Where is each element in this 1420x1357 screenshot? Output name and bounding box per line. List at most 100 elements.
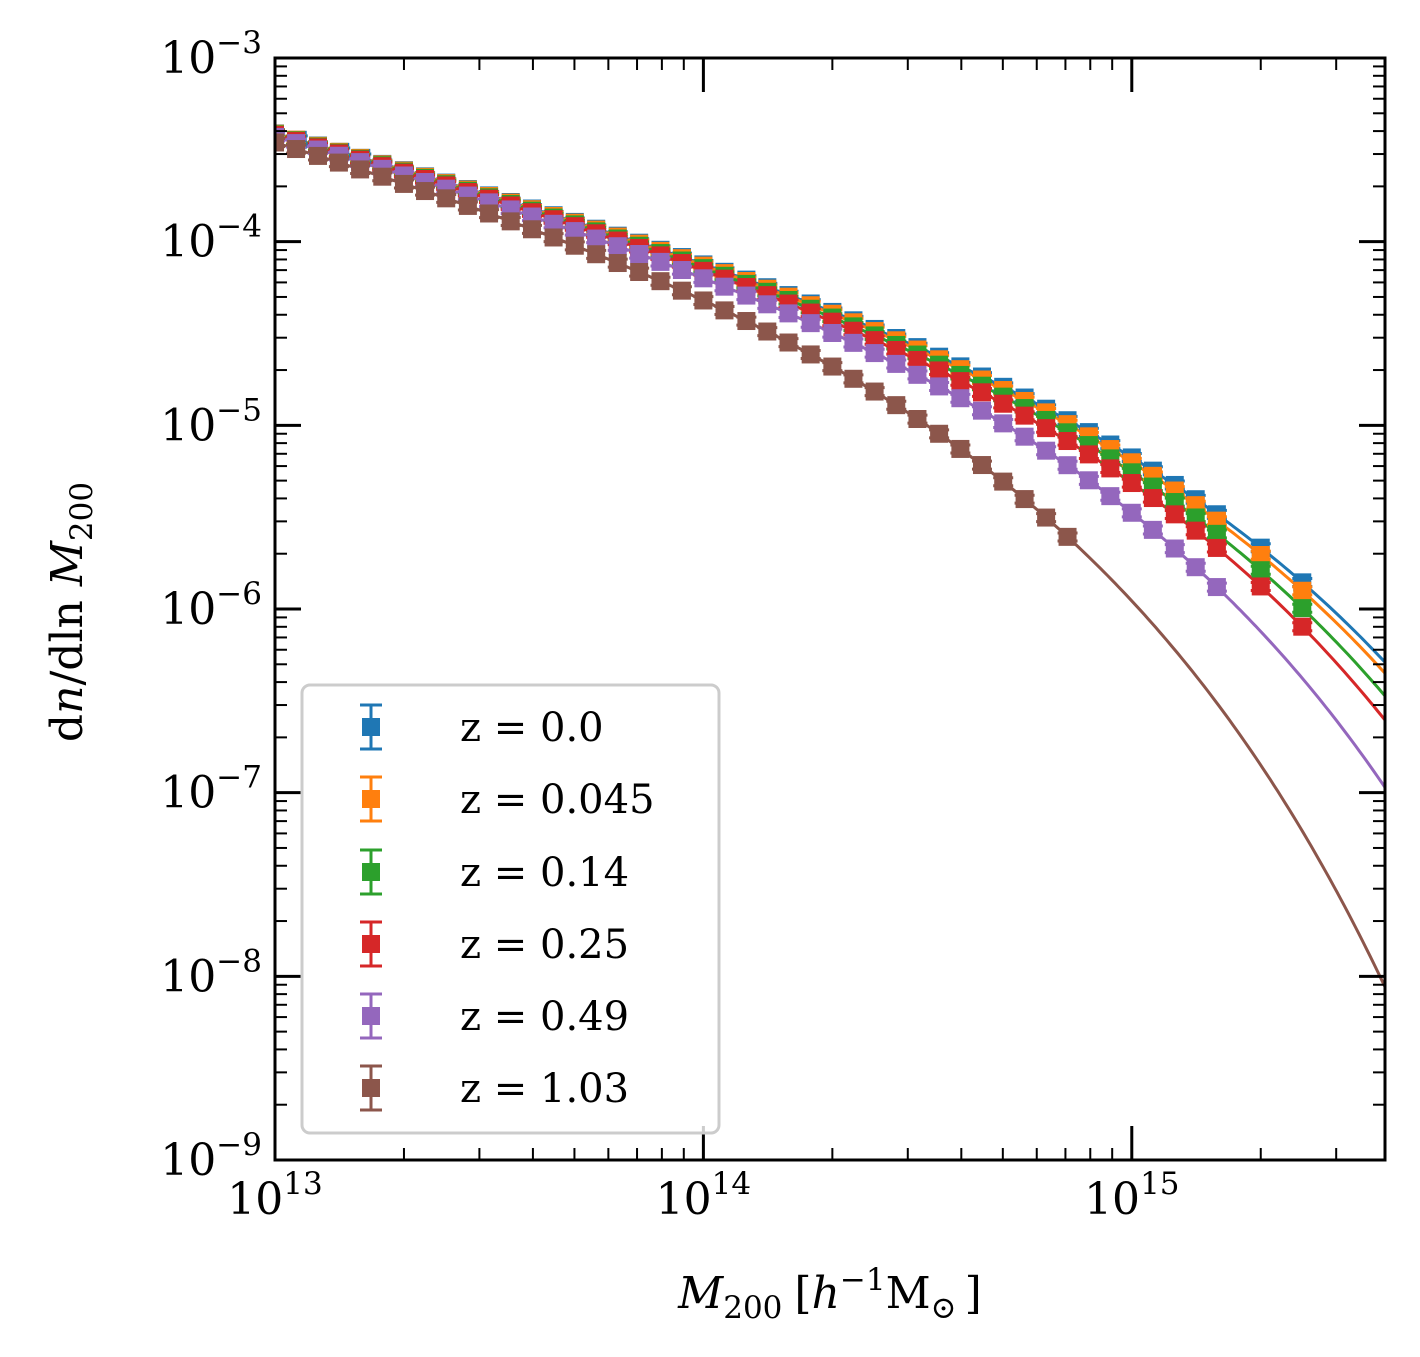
data-point bbox=[308, 146, 327, 165]
data-point bbox=[994, 414, 1013, 433]
data-point bbox=[287, 140, 306, 159]
x-tick-exp: 13 bbox=[283, 1166, 322, 1202]
y-tick-exp: −7 bbox=[216, 760, 262, 796]
data-point bbox=[887, 354, 906, 373]
legend-label: z = 1.03 bbox=[460, 1066, 629, 1112]
x-axis-title-msun: M bbox=[886, 1268, 931, 1319]
x-tick-label: 1013 bbox=[227, 1166, 322, 1225]
x-axis-title: M200 [h−1M⊙] bbox=[677, 1262, 982, 1326]
data-point bbox=[458, 196, 477, 215]
axis-ticks bbox=[273, 56, 1385, 1162]
data-point bbox=[480, 204, 499, 223]
y-tick-label: 10−8 bbox=[160, 943, 262, 1002]
data-point bbox=[608, 237, 627, 256]
data-point bbox=[544, 228, 563, 247]
data-point bbox=[844, 369, 863, 388]
data-point bbox=[908, 365, 927, 384]
legend-label: z = 0.0 bbox=[460, 705, 604, 751]
data-point bbox=[1101, 487, 1120, 506]
data-point bbox=[715, 301, 734, 320]
data-point bbox=[672, 281, 691, 300]
data-point bbox=[908, 409, 927, 428]
y-tick-base: 10 bbox=[160, 768, 216, 819]
x-tick-base: 10 bbox=[656, 1174, 712, 1225]
x-axis-title-h: h bbox=[812, 1268, 840, 1319]
y-tick-base: 10 bbox=[160, 400, 216, 451]
legend-label: z = 0.045 bbox=[460, 777, 655, 823]
data-point bbox=[522, 220, 541, 239]
data-point bbox=[651, 272, 670, 291]
y-axis-title-m: M bbox=[42, 540, 93, 587]
legend-marker bbox=[362, 1079, 380, 1097]
y-tick-base: 10 bbox=[160, 584, 216, 635]
data-point bbox=[951, 439, 970, 458]
data-point bbox=[951, 372, 970, 391]
data-point bbox=[887, 340, 906, 359]
data-point bbox=[1058, 432, 1077, 451]
data-point bbox=[1207, 578, 1226, 597]
data-point bbox=[930, 361, 949, 380]
legend-marker bbox=[362, 1007, 380, 1025]
x-axis-title-sun: ⊙ bbox=[931, 1290, 957, 1326]
data-point bbox=[651, 252, 670, 271]
x-tick-exp: 14 bbox=[712, 1166, 751, 1202]
data-point bbox=[630, 262, 649, 281]
legend-label: z = 0.14 bbox=[460, 850, 629, 896]
data-point bbox=[801, 314, 820, 333]
data-point bbox=[565, 222, 584, 241]
data-point bbox=[779, 304, 798, 323]
y-tick-label: 10−3 bbox=[160, 25, 262, 84]
data-point bbox=[416, 182, 435, 201]
x-tick-base: 10 bbox=[227, 1174, 283, 1225]
y-axis-title-d: d bbox=[42, 714, 93, 742]
data-point bbox=[1058, 527, 1077, 546]
y-tick-base: 10 bbox=[160, 1135, 216, 1186]
data-point bbox=[1186, 521, 1205, 540]
data-points bbox=[275, 124, 1313, 636]
data-point bbox=[1251, 545, 1270, 564]
x-tick-base: 10 bbox=[1084, 1174, 1140, 1225]
data-point bbox=[908, 350, 927, 369]
data-point bbox=[1015, 490, 1034, 509]
data-point bbox=[1015, 406, 1034, 425]
x-axis-title-m: M bbox=[677, 1268, 724, 1319]
x-tick-label: 1014 bbox=[656, 1166, 751, 1225]
y-tick-exp: −3 bbox=[216, 25, 262, 61]
legend-label: z = 0.25 bbox=[460, 922, 629, 968]
y-tick-base: 10 bbox=[160, 33, 216, 84]
y-tick-label: 10−7 bbox=[160, 760, 262, 819]
data-point bbox=[737, 286, 756, 305]
data-point bbox=[930, 377, 949, 396]
legend-marker bbox=[362, 718, 380, 736]
x-axis-title-sub: 200 bbox=[723, 1290, 782, 1326]
data-point bbox=[887, 396, 906, 415]
data-point bbox=[1251, 561, 1270, 580]
data-point bbox=[630, 244, 649, 263]
data-point bbox=[972, 383, 991, 402]
y-tick-label: 10−9 bbox=[160, 1127, 262, 1186]
data-point bbox=[394, 174, 413, 193]
data-point bbox=[1207, 524, 1226, 543]
data-point bbox=[694, 269, 713, 288]
legend-marker bbox=[362, 790, 380, 808]
x-axis-title-open: [ bbox=[794, 1268, 811, 1319]
data-point bbox=[501, 212, 520, 231]
data-point bbox=[1251, 577, 1270, 596]
legend-label: z = 0.49 bbox=[460, 994, 629, 1040]
data-point bbox=[844, 333, 863, 352]
data-point bbox=[544, 214, 563, 233]
data-point bbox=[715, 277, 734, 296]
y-axis-title-mid: /dln bbox=[42, 586, 93, 685]
data-point bbox=[587, 229, 606, 248]
data-point bbox=[972, 456, 991, 475]
data-point bbox=[1122, 503, 1141, 522]
legend-box bbox=[300, 683, 721, 1135]
data-point bbox=[1143, 489, 1162, 508]
data-point bbox=[758, 295, 777, 314]
legend: z = 0.0 z = 0.045 z = 0.14 z = 0.25 z = 0.49… bbox=[300, 683, 721, 1135]
y-tick-label: 10−6 bbox=[160, 576, 262, 635]
data-point bbox=[1037, 419, 1056, 438]
data-point bbox=[1079, 471, 1098, 490]
